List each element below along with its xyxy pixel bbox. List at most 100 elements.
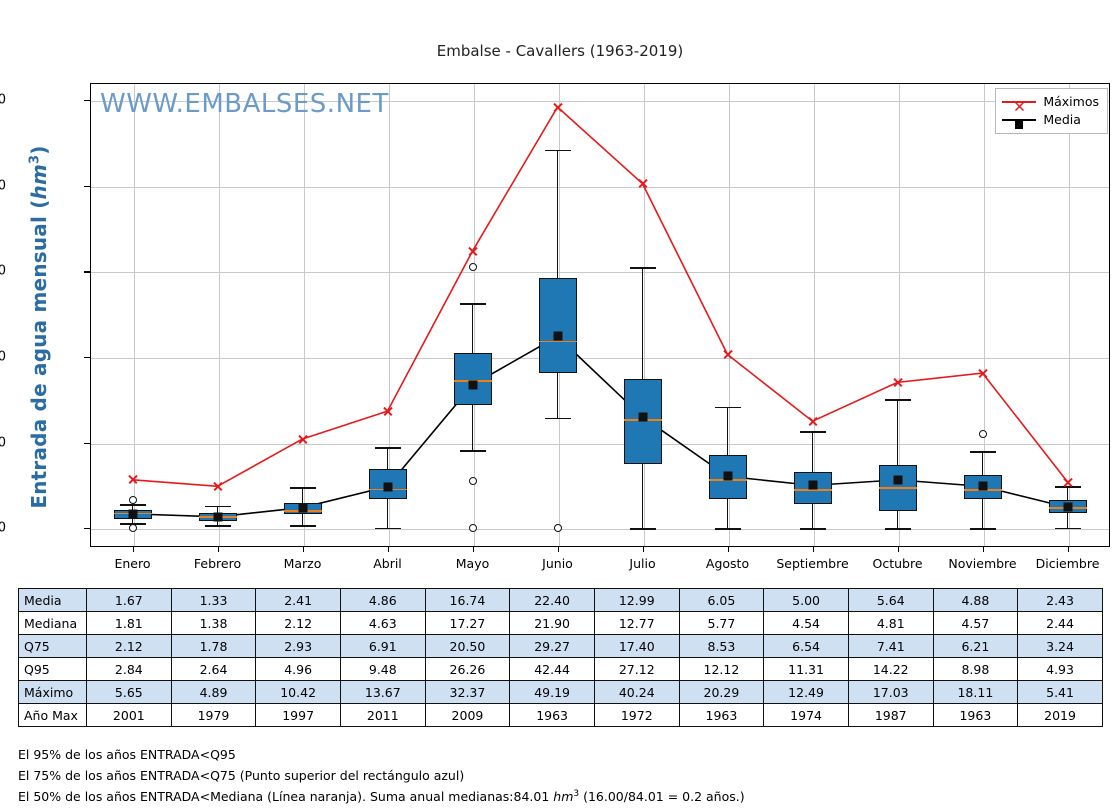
box-julio	[623, 379, 662, 464]
outlier-point	[128, 495, 137, 504]
x-tick-label-mayo: Mayo	[455, 556, 490, 571]
table-cell: 5.00	[763, 588, 849, 612]
max-marker	[382, 406, 393, 417]
table-cell: 16.74	[424, 588, 511, 612]
table-row: Máximo 5.65 4.89 10.42 13.67 32.37 49.19 40.24 2…	[18, 680, 1103, 704]
table-cell: 1.67	[86, 588, 172, 612]
whisker-cap-lower	[629, 528, 656, 530]
outlier-point	[128, 523, 137, 532]
max-marker	[552, 102, 563, 113]
mean-marker	[128, 509, 137, 519]
table-cell: 2.41	[255, 588, 341, 612]
table-cell: 2.12	[255, 611, 341, 635]
table-cell: 1979	[170, 703, 257, 727]
whisker-upper	[471, 303, 474, 353]
table-cell: 1972	[593, 703, 680, 727]
gridline-vertical	[303, 84, 305, 546]
outlier-point	[468, 476, 477, 485]
table-cell: 7.41	[847, 634, 934, 658]
y-tick-label: 40	[0, 178, 6, 194]
whisker-cap-lower	[714, 528, 741, 530]
gridline-horizontal	[91, 101, 1109, 103]
y-axis-label-unit: hm	[27, 163, 51, 200]
max-marker	[637, 178, 648, 189]
whisker-upper	[386, 447, 389, 469]
whisker-cap-lower	[799, 528, 826, 530]
legend: Máximos Media	[995, 88, 1108, 134]
table-cell: 17.03	[847, 680, 934, 704]
whisker-cap-lower	[459, 450, 486, 452]
gridline-horizontal	[91, 357, 1109, 359]
table-cell: 1997	[255, 703, 341, 727]
table-cell: 2019	[1017, 703, 1103, 727]
gridline-vertical	[388, 84, 390, 546]
y-tick-mark	[84, 100, 90, 102]
table-cell: 1963	[509, 703, 595, 727]
table-cell: 6.05	[678, 588, 765, 612]
footnote-median-tail: (16.00/84.01 = 0.2 años.)	[579, 789, 745, 805]
whisker-lower	[811, 504, 814, 529]
gridline-vertical	[898, 84, 900, 546]
whisker-lower	[556, 373, 559, 418]
table-cell: 12.77	[593, 611, 680, 635]
square-marker-icon	[1015, 116, 1024, 134]
whisker-cap-upper	[204, 505, 231, 508]
max-marker	[722, 349, 733, 360]
x-tick-label-septiembre: Septiembre	[776, 556, 849, 571]
series-lines	[132, 105, 1069, 518]
legend-label: Media	[1043, 112, 1081, 127]
table-cell: 2001	[86, 703, 172, 727]
whisker-cap-upper	[119, 503, 146, 506]
whisker-cap-lower	[374, 527, 401, 530]
x-tick-label-abril: Abril	[373, 556, 402, 571]
gridline-vertical	[983, 84, 985, 546]
table-cell: 8.98	[932, 657, 1019, 681]
x-tick-mark	[1067, 547, 1069, 552]
y-tick-label: 10	[0, 435, 6, 451]
max-marker	[807, 416, 818, 427]
whisker-lower	[301, 514, 304, 526]
whisker-upper	[981, 451, 984, 475]
gridline-horizontal	[91, 529, 1109, 531]
y-tick-mark	[84, 271, 90, 273]
table-cell: 10.42	[255, 680, 341, 704]
table-row: Año Max 2001 1979 1997 2011 2009 1963 1972 1963 1…	[18, 703, 1103, 727]
table-cell: 1.81	[86, 611, 172, 635]
table-cell: 1963	[678, 703, 765, 727]
y-tick-label: 50	[0, 92, 6, 108]
table-cell: 21.90	[509, 611, 595, 635]
max-marker	[297, 433, 308, 444]
y-tick-mark	[84, 528, 90, 530]
max-marker	[467, 246, 478, 257]
legend-swatch	[1002, 114, 1037, 129]
whisker-upper	[641, 267, 644, 380]
gridline-horizontal	[91, 186, 1109, 188]
series-line-media	[132, 335, 1068, 518]
x-tick-label-noviembre: Noviembre	[948, 556, 1017, 571]
x-tick-label-julio: Julio	[629, 556, 656, 571]
x-tick-mark	[897, 547, 899, 552]
table-row-label: Q95	[18, 657, 87, 681]
table-cell: 3.24	[1017, 634, 1103, 658]
x-tick-mark	[302, 547, 304, 552]
max-marker	[212, 481, 223, 492]
table-cell: 1987	[847, 703, 934, 727]
table-cell: 22.40	[509, 588, 595, 612]
whisker-cap-upper	[799, 431, 826, 434]
footnote-median: El 50% de los años ENTRADA<Mediana (Líne…	[18, 789, 745, 804]
x-tick-mark	[727, 547, 729, 552]
outlier-point	[553, 524, 562, 533]
table-cell: 5.77	[678, 611, 765, 635]
mean-marker	[978, 481, 987, 491]
table-cell: 20.50	[424, 634, 511, 658]
x-tick-label-marzo: Marzo	[283, 556, 322, 571]
plot-area	[90, 83, 1110, 547]
x-tick-label-junio: Junio	[542, 556, 573, 571]
max-marker	[127, 474, 138, 485]
table-cell: 6.91	[339, 634, 426, 658]
table-cell: 2.44	[1017, 611, 1103, 635]
whisker-cap-lower	[204, 524, 231, 527]
table-cell: 1974	[763, 703, 849, 727]
x-tick-mark	[982, 547, 984, 552]
box-mayo	[453, 352, 492, 405]
